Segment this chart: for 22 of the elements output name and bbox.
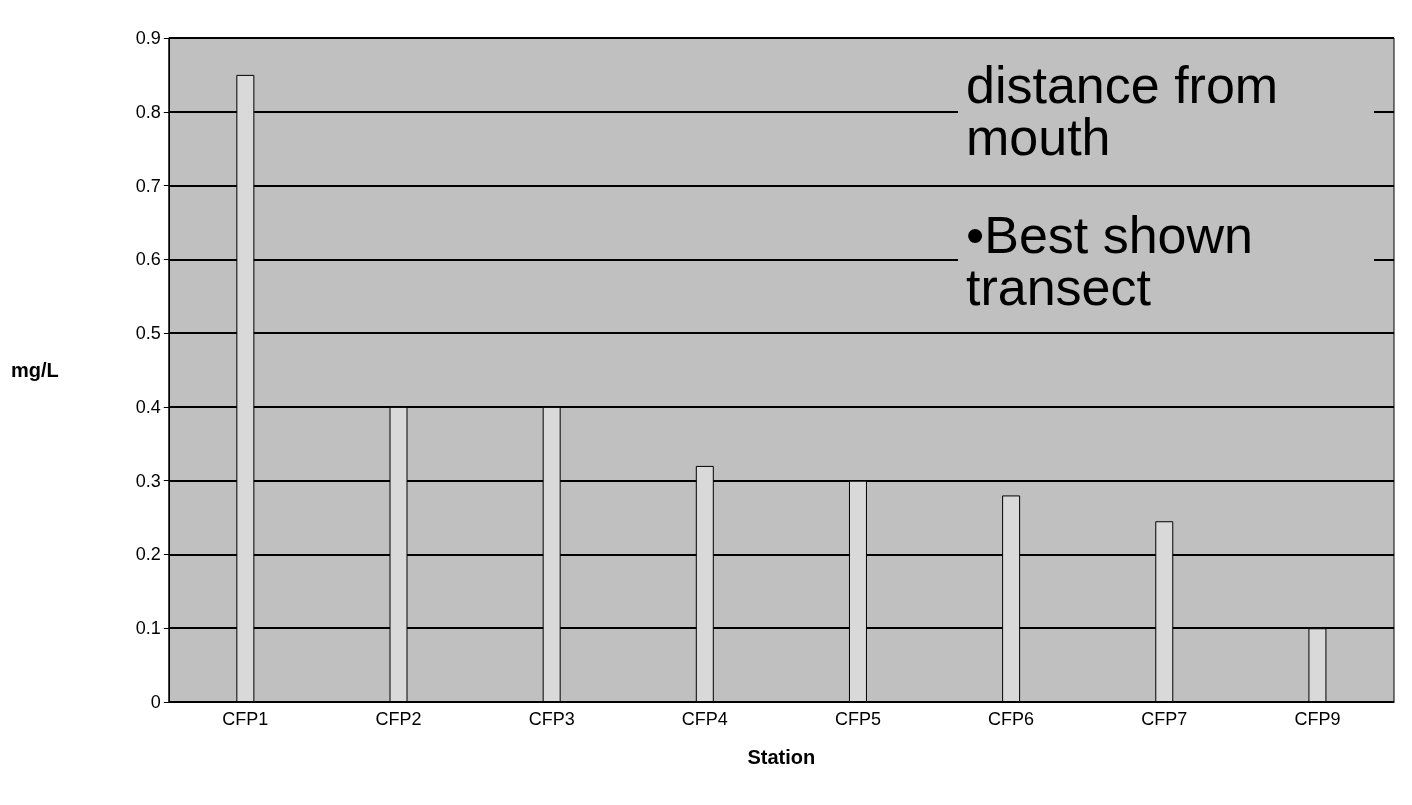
x-tick-label: CFP2 [375,709,422,729]
x-tick-label: CFP6 [988,709,1035,729]
annotation: •Best shown transect [966,206,1268,316]
x-tick-label: CFP4 [681,709,728,729]
y-tick-label: 0.5 [135,323,161,344]
y-tick-label: 0.2 [135,544,161,565]
x-tick-label: CFP7 [1141,709,1188,729]
y-tick-label: 0.9 [135,28,161,48]
annotation: distance from mouth [966,56,1293,166]
x-tick-label: CFP5 [834,709,881,729]
y-tick-label: 0.3 [135,470,161,491]
y-tick-label: 0.7 [135,175,161,196]
x-tick-label: CFP1 [222,709,269,729]
y-tick-label: 0.6 [135,249,161,270]
x-tick-label: CFP9 [1294,709,1341,729]
y-tick-label: 0 [150,692,161,712]
y-tick-label: 0.1 [135,618,161,639]
y-tick-label: 0.4 [135,396,161,417]
x-axis-title: Station [747,746,816,768]
y-tick-label: 0.8 [135,101,161,122]
y-axis-title: mg/L [10,359,59,381]
x-tick-label: CFP3 [528,709,575,729]
